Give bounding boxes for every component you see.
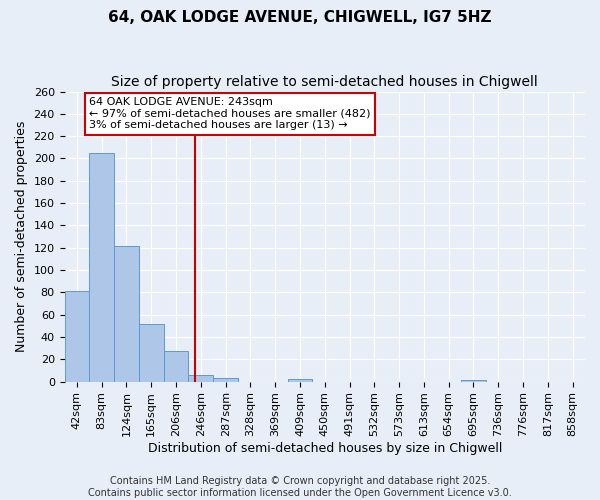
Bar [114,246,139,382]
Text: 64 OAK LODGE AVENUE: 243sqm
← 97% of semi-detached houses are smaller (482)
3% o: 64 OAK LODGE AVENUE: 243sqm ← 97% of sem… [89,97,371,130]
Bar [65,291,89,382]
Y-axis label: Number of semi-detached properties: Number of semi-detached properties [15,121,28,352]
Bar [164,352,188,382]
Bar [213,378,238,382]
Bar [89,153,114,382]
Title: Size of property relative to semi-detached houses in Chigwell: Size of property relative to semi-detach… [112,75,538,89]
Bar [139,324,164,382]
Bar [188,375,213,382]
Text: Contains HM Land Registry data © Crown copyright and database right 2025.
Contai: Contains HM Land Registry data © Crown c… [88,476,512,498]
Bar [461,380,486,382]
Text: 64, OAK LODGE AVENUE, CHIGWELL, IG7 5HZ: 64, OAK LODGE AVENUE, CHIGWELL, IG7 5HZ [108,10,492,25]
Bar [287,380,313,382]
X-axis label: Distribution of semi-detached houses by size in Chigwell: Distribution of semi-detached houses by … [148,442,502,455]
